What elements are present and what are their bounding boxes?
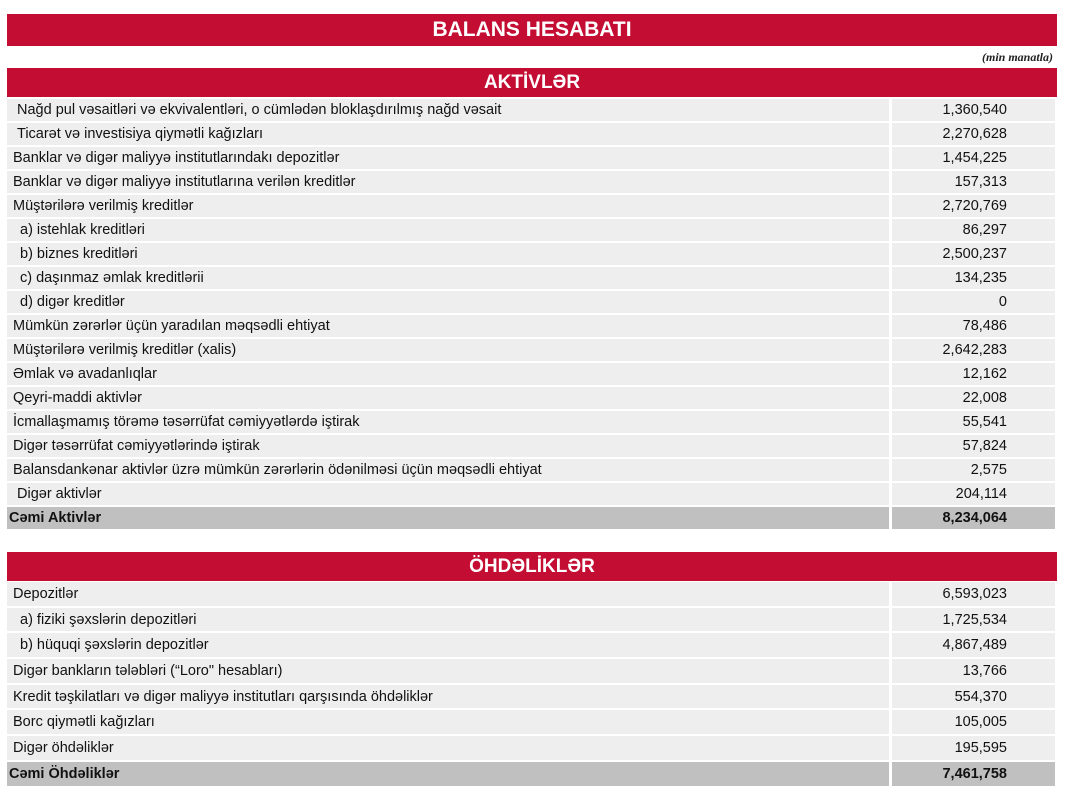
row-value: 6,593,023	[892, 582, 1055, 606]
row-value: 2,642,283	[892, 339, 1055, 361]
table-row: Mümkün zərərlər üçün yaradılan məqsədli …	[7, 315, 1057, 337]
row-label: Digər öhdəliklər	[7, 736, 889, 760]
table-row: Müştərilərə verilmiş kreditlər (xalis) 2,…	[7, 339, 1057, 361]
row-label: d) digər kreditlər	[7, 291, 889, 313]
row-value: 554,370	[892, 684, 1055, 709]
row-value: 2,270,628	[892, 123, 1055, 145]
row-label: Digər təsərrüfat cəmiyyətlərində iştirak	[7, 435, 889, 457]
table-row: c) daşınmaz əmlak kreditlərii 134,235	[7, 267, 1057, 289]
row-value: 105,005	[892, 710, 1055, 735]
row-value: 8,234,064	[892, 507, 1055, 529]
row-label: Müştərilərə verilmiş kreditlər	[7, 195, 889, 217]
assets-header: AKTİVLƏR	[7, 68, 1057, 97]
table-row: b) biznes kreditləri 2,500,237	[7, 243, 1057, 265]
row-label: Banklar və digər maliyyə institutlarına …	[7, 171, 889, 193]
table-row: Əmlak və avadanlıqlar 12,162	[7, 363, 1057, 385]
row-value: 22,008	[892, 387, 1055, 409]
row-value: 55,541	[892, 411, 1055, 433]
table-row: b) hüquqi şəxslərin depozitlər 4,867,489	[7, 633, 1057, 658]
row-label: Depozitlər	[7, 582, 889, 606]
table-row: Ticarət və investisiya qiymətli kağızlar…	[7, 123, 1057, 145]
row-label: Ticarət və investisiya qiymətli kağızlar…	[7, 123, 889, 145]
row-value: 57,824	[892, 435, 1055, 457]
row-label: Cəmi Aktivlər	[7, 507, 889, 529]
table-row: Depozitlər 6,593,023	[7, 582, 1057, 606]
table-row: Digər aktivlər 204,114	[7, 483, 1057, 505]
row-value: 1,360,540	[892, 99, 1055, 121]
row-value: 2,500,237	[892, 243, 1055, 265]
table-row: Müştərilərə verilmiş kreditlər 2,720,769	[7, 195, 1057, 217]
table-row: Borc qiymətli kağızları 105,005	[7, 710, 1057, 735]
total-row: Cəmi Öhdəliklər 7,461,758	[7, 761, 1057, 786]
table-row: Nağd pul vəsaitləri və ekvivalentləri, o…	[7, 99, 1057, 121]
table-row: Digər təsərrüfat cəmiyyətlərində iştirak…	[7, 435, 1057, 457]
row-value: 2,720,769	[892, 195, 1055, 217]
row-value: 86,297	[892, 219, 1055, 241]
row-label: Banklar və digər maliyyə institutlarında…	[7, 147, 889, 169]
row-label: c) daşınmaz əmlak kreditlərii	[7, 267, 889, 289]
row-value: 157,313	[892, 171, 1055, 193]
table-row: Balansdankənar aktivlər üzrə mümkün zərə…	[7, 459, 1057, 481]
row-label: Cəmi Öhdəliklər	[7, 761, 889, 786]
table-row: a) istehlak kreditləri 86,297	[7, 219, 1057, 241]
report-title: BALANS HESABATI	[7, 14, 1057, 46]
row-value: 12,162	[892, 363, 1055, 385]
table-row: Banklar və digər maliyyə institutlarında…	[7, 147, 1057, 169]
liabilities-header: ÖHDƏLİKLƏR	[7, 552, 1057, 581]
table-row: Digər bankların tələbləri (“Loro" hesabl…	[7, 659, 1057, 683]
row-value: 204,114	[892, 483, 1055, 505]
table-row: Qeyri-maddi aktivlər 22,008	[7, 387, 1057, 409]
assets-table: Nağd pul vəsaitləri və ekvivalentləri, o…	[7, 99, 1057, 531]
row-label: İcmallaşmamış törəmə təsərrüfat cəmiyyət…	[7, 411, 889, 433]
table-row: Banklar və digər maliyyə institutlarına …	[7, 171, 1057, 193]
row-label: Balansdankənar aktivlər üzrə mümkün zərə…	[7, 459, 889, 481]
row-value: 195,595	[892, 736, 1055, 760]
row-label: Digər aktivlər	[7, 483, 889, 505]
row-value: 1,454,225	[892, 147, 1055, 169]
row-label: Qeyri-maddi aktivlər	[7, 387, 889, 409]
table-row: a) fiziki şəxslərin depozitləri 1,725,534	[7, 607, 1057, 632]
table-row: Digər öhdəliklər 195,595	[7, 736, 1057, 760]
unit-label: (min manatla)	[981, 50, 1053, 64]
row-label: Borc qiymətli kağızları	[7, 710, 889, 735]
row-value: 1,725,534	[892, 607, 1055, 632]
row-label: Əmlak və avadanlıqlar	[7, 363, 889, 385]
row-value: 134,235	[892, 267, 1055, 289]
row-value: 4,867,489	[892, 633, 1055, 658]
total-row: Cəmi Aktivlər 8,234,064	[7, 507, 1057, 529]
row-label: Nağd pul vəsaitləri və ekvivalentləri, o…	[7, 99, 889, 121]
row-label: a) fiziki şəxslərin depozitləri	[7, 607, 889, 632]
row-label: Digər bankların tələbləri (“Loro" hesabl…	[7, 659, 889, 683]
row-label: b) biznes kreditləri	[7, 243, 889, 265]
table-row: Kredit təşkilatları və digər maliyyə ins…	[7, 684, 1057, 709]
row-value: 2,575	[892, 459, 1055, 481]
table-row: d) digər kreditlər 0	[7, 291, 1057, 313]
row-value: 7,461,758	[892, 761, 1055, 786]
row-value: 78,486	[892, 315, 1055, 337]
row-label: b) hüquqi şəxslərin depozitlər	[7, 633, 889, 658]
row-label: Mümkün zərərlər üçün yaradılan məqsədli …	[7, 315, 889, 337]
row-label: Müştərilərə verilmiş kreditlər (xalis)	[7, 339, 889, 361]
row-label: a) istehlak kreditləri	[7, 219, 889, 241]
row-value: 13,766	[892, 659, 1055, 683]
row-label: Kredit təşkilatları və digər maliyyə ins…	[7, 684, 889, 709]
row-value: 0	[892, 291, 1055, 313]
liabilities-table: Depozitlər 6,593,023 a) fiziki şəxslərin d…	[7, 582, 1057, 788]
table-row: İcmallaşmamış törəmə təsərrüfat cəmiyyət…	[7, 411, 1057, 433]
